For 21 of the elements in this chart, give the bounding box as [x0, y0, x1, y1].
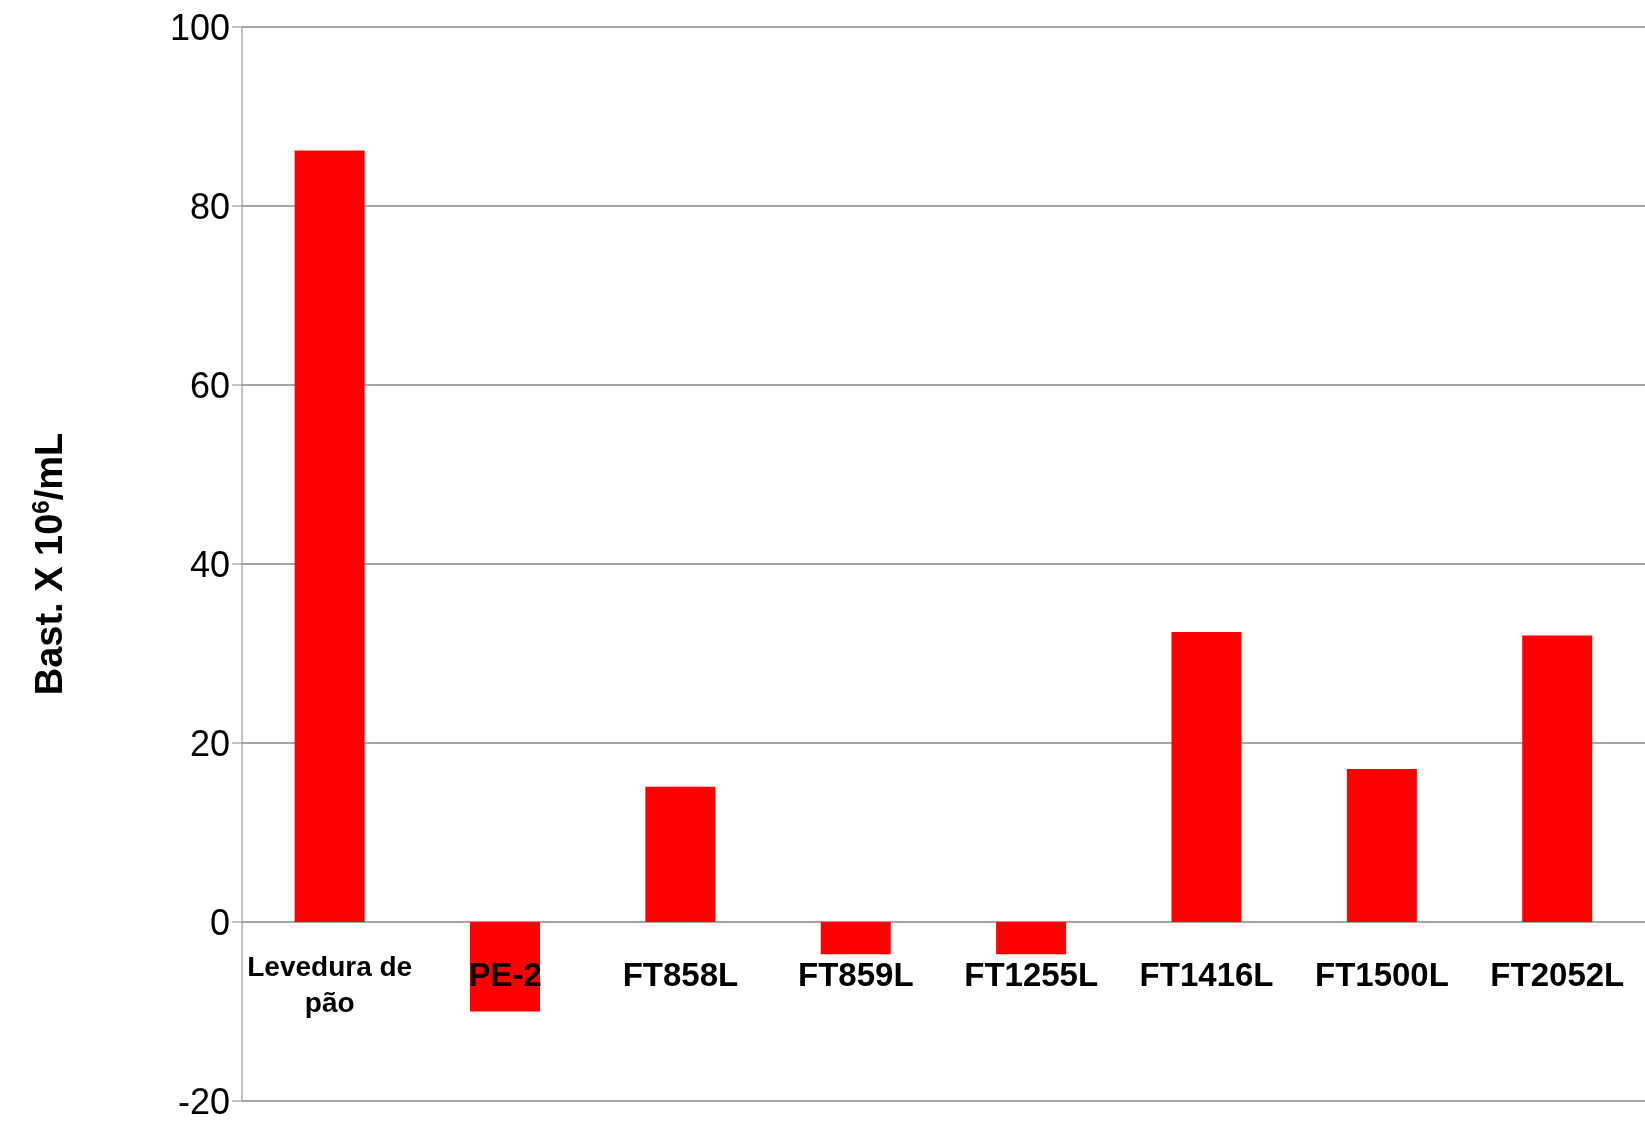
x-tick-label: FT858L — [622, 956, 739, 993]
bar — [996, 922, 1067, 955]
x-tick-label: FT1255L — [964, 956, 1099, 993]
bar — [1346, 768, 1417, 922]
x-tick-label: FT1500L — [1314, 956, 1449, 993]
bar — [645, 786, 716, 922]
bar — [1522, 635, 1593, 922]
x-tick-label: Levedura de pão — [247, 951, 413, 1018]
bar — [1171, 632, 1242, 922]
x-tick-label: FT859L — [798, 956, 914, 993]
bar — [294, 150, 365, 922]
x-tick-label: FT2052L — [1490, 956, 1625, 993]
y-tick-label: 100 — [169, 6, 230, 48]
y-tick-label: 60 — [189, 364, 230, 406]
y-tick-label: -20 — [177, 1080, 230, 1121]
y-tick-label: 80 — [189, 185, 230, 227]
bar — [820, 922, 891, 955]
y-tick-label: 0 — [209, 901, 230, 943]
x-tick-label: FT1416L — [1139, 956, 1274, 993]
y-tick-label: 40 — [189, 543, 230, 585]
y-tick-label: 20 — [189, 722, 230, 764]
